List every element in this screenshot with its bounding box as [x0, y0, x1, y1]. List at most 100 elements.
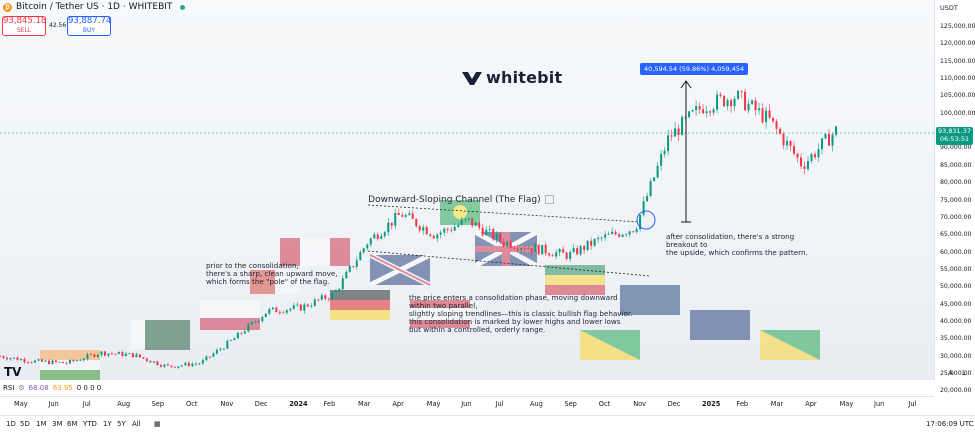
- range-button-1y[interactable]: 1Y: [103, 420, 112, 428]
- candle-body: [114, 353, 117, 355]
- candle-body: [719, 94, 722, 96]
- candle-body: [303, 304, 306, 311]
- price-scale[interactable]: 125,000.00 120,000.00 115,000.00 110,000.00…: [934, 0, 975, 394]
- candle-body: [75, 360, 78, 362]
- candle-body: [513, 247, 516, 249]
- buy-price: 93,887.74: [68, 16, 112, 26]
- flag-marker-icon: [544, 195, 554, 204]
- candle-body: [135, 354, 138, 358]
- candle-body: [600, 237, 603, 239]
- candle-body: [677, 128, 680, 135]
- symbol-header[interactable]: ₿ Bitcoin / Tether US · 1D · WHITEBIT: [3, 2, 186, 12]
- buy-label: BUY: [82, 27, 96, 34]
- price-chart[interactable]: [0, 0, 934, 380]
- candle-body: [404, 215, 407, 217]
- price-tick: 120,000.00: [940, 40, 975, 48]
- candle-body: [534, 244, 537, 252]
- candle-body: [128, 353, 131, 354]
- candle-body: [9, 358, 12, 360]
- candle-body: [243, 331, 246, 334]
- channel-title[interactable]: Downward-Sloping Channel (The Flag): [351, 187, 554, 212]
- candle-body: [464, 219, 467, 221]
- range-button-6m[interactable]: 6M: [67, 420, 78, 428]
- time-label: Feb: [736, 400, 749, 408]
- currency-label[interactable]: USDT: [940, 4, 958, 12]
- candle-body: [429, 234, 432, 236]
- candle-body: [817, 149, 820, 158]
- candle-body: [142, 357, 145, 359]
- candle-body: [212, 353, 215, 357]
- price-tick: 60,000.00: [940, 248, 972, 256]
- range-button-ytd[interactable]: YTD: [83, 420, 97, 428]
- log-scale-button[interactable]: L: [962, 369, 966, 377]
- time-label: Dec: [254, 400, 268, 408]
- candle-body: [768, 110, 771, 118]
- candle-body: [530, 248, 533, 252]
- calendar-icon[interactable]: ▦: [154, 420, 161, 428]
- candle-body: [618, 234, 621, 237]
- time-label: Feb: [323, 400, 336, 408]
- sell-button[interactable]: 93,845.18 SELL: [2, 16, 46, 36]
- measure-label[interactable]: 40,594.54 (59.86%) 4,059,454: [640, 63, 749, 75]
- candle-body: [156, 361, 159, 366]
- candle-body: [660, 153, 663, 166]
- candle-body: [408, 213, 411, 216]
- candle-body: [93, 354, 96, 357]
- candle-body: [509, 241, 512, 248]
- utc-clock[interactable]: 17:06:09 UTC: [926, 420, 974, 428]
- candle-body: [191, 363, 194, 367]
- candle-body: [443, 228, 446, 233]
- candle-body: [306, 304, 309, 307]
- time-label: May: [14, 400, 28, 408]
- candle-body: [54, 360, 57, 363]
- candle-body: [23, 359, 26, 363]
- candle-body: [488, 229, 491, 230]
- candle-body: [562, 249, 565, 253]
- candle-body: [460, 220, 463, 225]
- auto-scale-button[interactable]: A: [948, 369, 953, 377]
- candle-body: [289, 308, 292, 311]
- candle-body: [810, 154, 813, 162]
- price-tick: 35,000.00: [940, 335, 972, 343]
- range-button-5y[interactable]: 5Y: [117, 420, 126, 428]
- candle-body: [492, 229, 495, 240]
- range-button-1m[interactable]: 1M: [36, 420, 47, 428]
- range-button-5d[interactable]: 5D: [20, 420, 30, 428]
- candle-body: [30, 362, 33, 364]
- settings-icon[interactable]: ⚙: [18, 384, 25, 392]
- chart-area[interactable]: ₿ Bitcoin / Tether US · 1D · WHITEBIT 93…: [0, 0, 934, 380]
- flag-annotation[interactable]: the price enters a consolidation phase, …: [409, 293, 633, 334]
- price-tick: 65,000.00: [940, 231, 972, 239]
- rsi-legend[interactable]: RSI ⚙ 68.08 63.95 0 0 0 0: [0, 381, 937, 395]
- breakout-annotation[interactable]: after consolidation, there's a strong br…: [666, 232, 808, 257]
- pole-annotation[interactable]: prior to the consolidation, there's a sh…: [206, 261, 338, 286]
- tradingview-logo[interactable]: TV: [4, 365, 22, 379]
- candle-body: [110, 353, 113, 355]
- candle-body: [730, 100, 733, 107]
- time-label: Jul: [495, 400, 504, 408]
- candle-body: [499, 234, 502, 242]
- current-price: 93,831.37: [937, 127, 972, 135]
- whitebit-logo: whitebit: [462, 68, 562, 87]
- time-axis[interactable]: May Jun Jul Aug Sep Oct Nov Dec 2024 Feb Mar Apr May…: [0, 396, 934, 411]
- sell-label: SELL: [16, 27, 32, 34]
- candle-body: [51, 360, 54, 365]
- market-open-icon: [180, 4, 186, 10]
- candle-body: [607, 233, 610, 235]
- time-label: Sep: [564, 400, 577, 408]
- price-tick: 80,000.00: [940, 179, 972, 187]
- candle-body: [352, 266, 355, 267]
- candle-body: [628, 231, 631, 235]
- range-button-1d[interactable]: 1D: [6, 420, 16, 428]
- candle-body: [681, 117, 684, 135]
- candle-body: [642, 201, 645, 215]
- candle-body: [576, 248, 579, 255]
- range-button-all[interactable]: All: [132, 420, 141, 428]
- buy-button[interactable]: 93,887.74 BUY: [67, 16, 111, 36]
- candle-body: [68, 359, 71, 364]
- range-button-3m[interactable]: 3M: [52, 420, 63, 428]
- candle-body: [229, 340, 232, 341]
- price-tick: 110,000.00: [940, 75, 975, 83]
- candle-body: [418, 226, 421, 231]
